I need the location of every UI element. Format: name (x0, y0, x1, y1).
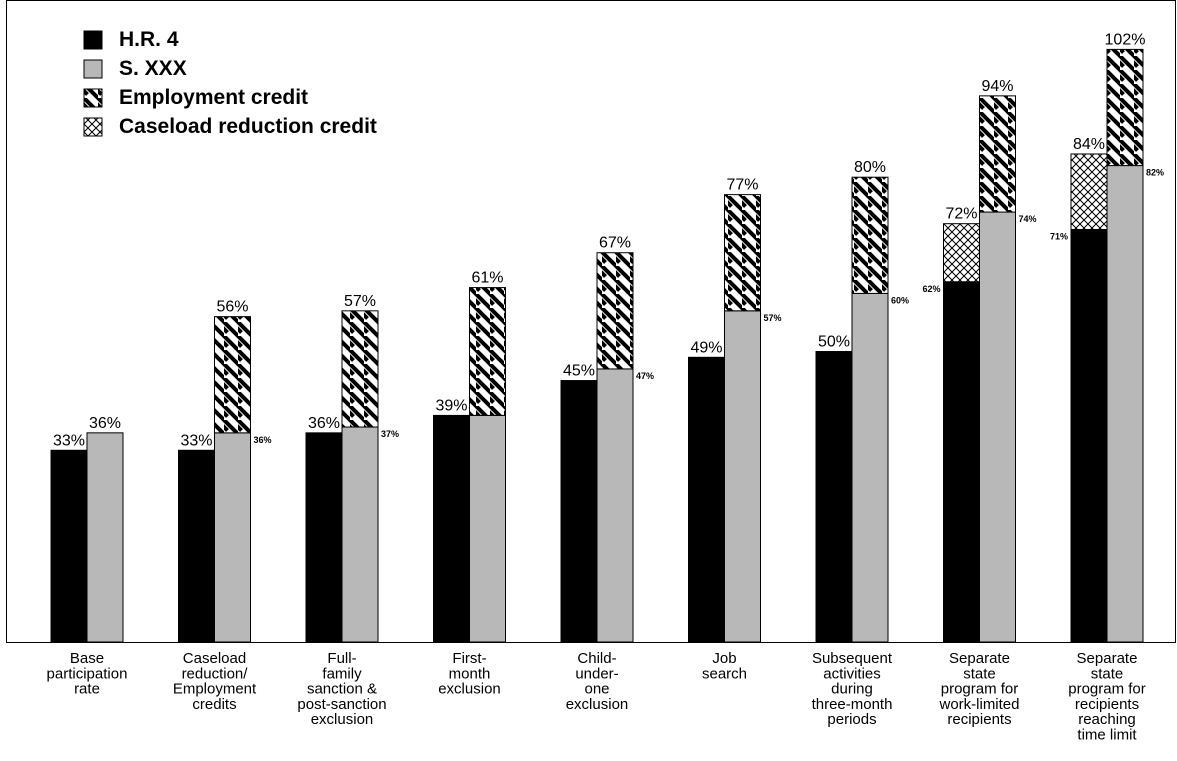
bar-sxxx-2 (341, 426, 379, 643)
x-tick-label-0: Base participation rate (47, 650, 128, 698)
bar-sxxx-employment-credit-3 (469, 287, 506, 416)
x-axis-labels: Base participation rate Caseload reduction/E… (47, 650, 1146, 744)
label-sxxx-total-7: 94% (981, 78, 1013, 95)
label-hr4-total-0: 33% (53, 432, 85, 449)
x-tick-label-1: Caseload reduction/Employment credits (173, 650, 257, 713)
label-sxxx-total-1: 56% (216, 299, 248, 316)
bar-sxxx-employment-credit-1 (214, 316, 251, 434)
bar-sxxx-employment-credit-8 (1106, 48, 1144, 167)
label-hr4-total-3: 39% (435, 397, 467, 414)
x-tick-label-7: Separate state program for work-limited reci… (938, 650, 1019, 728)
bar-sxxx-employment-credit-2 (341, 310, 379, 428)
label-hr4-base-7: 62% (922, 284, 940, 294)
label-sxxx-total-0: 36% (89, 415, 121, 432)
bar-sxxx-employment-credit-5 (724, 194, 761, 312)
labels-layer: 33%36%33%56%36%36%57%37%39%61%45%67%47%4… (53, 31, 1164, 449)
legend-swatch-3 (83, 117, 103, 137)
label-sxxx-total-2: 57% (344, 293, 376, 310)
label-sxxx-base-8: 82% (1146, 168, 1164, 178)
legend-label-1: S. XXX (119, 57, 187, 80)
bar-sxxx-8 (1106, 165, 1144, 643)
legend-swatch-1 (83, 59, 103, 79)
bar-sxxx-5 (724, 310, 761, 643)
bar-hr4-4 (560, 380, 598, 643)
label-hr4-total-8: 84% (1073, 136, 1105, 153)
bars-layer (50, 48, 1144, 643)
label-sxxx-total-5: 77% (726, 177, 758, 194)
bar-hr4-8 (1070, 228, 1108, 643)
bar-hr4-3 (433, 414, 470, 643)
bar-sxxx-employment-credit-6 (851, 176, 889, 294)
bar-sxxx-1 (214, 432, 251, 643)
bar-sxxx-0 (86, 432, 124, 643)
label-hr4-base-8: 71% (1050, 231, 1068, 241)
legend-label-0: H.R. 4 (119, 28, 179, 51)
label-hr4-total-4: 45% (563, 363, 595, 380)
legend-swatch-2 (83, 88, 103, 108)
label-sxxx-total-4: 67% (599, 235, 631, 252)
label-hr4-total-7: 72% (945, 206, 977, 223)
bar-sxxx-employment-credit-4 (596, 252, 634, 370)
label-hr4-total-2: 36% (308, 415, 340, 432)
x-tick-label-2: Full-family sanction & post-sanction exclus… (297, 650, 386, 728)
label-sxxx-total-8: 102% (1105, 31, 1146, 48)
label-sxxx-total-6: 80% (854, 159, 886, 176)
bar-sxxx-employment-credit-7 (979, 95, 1016, 213)
label-hr4-total-6: 50% (818, 334, 850, 351)
x-tick-label-5: Job search (702, 650, 747, 682)
label-sxxx-base-2: 37% (381, 429, 399, 439)
label-sxxx-base-6: 60% (891, 295, 909, 305)
bar-hr4-0 (50, 449, 88, 643)
label-sxxx-base-7: 74% (1019, 214, 1037, 224)
label-hr4-total-5: 49% (690, 339, 722, 356)
legend: H.R. 4 S. XXX Employment credit Caseload re… (83, 28, 377, 138)
bar-hr4-caseload-credit-7 (943, 223, 980, 283)
bar-sxxx-4 (596, 368, 634, 643)
label-sxxx-total-3: 61% (471, 270, 503, 287)
legend-swatch-0 (83, 30, 103, 50)
bar-hr4-6 (815, 351, 853, 643)
legend-label-2: Employment credit (119, 86, 308, 109)
bar-hr4-caseload-credit-8 (1070, 153, 1108, 230)
x-tick-label-6: Subsequent activities during three-month per… (812, 650, 893, 728)
x-tick-label-3: First-month exclusion (438, 650, 501, 698)
x-tick-label-4: Child-under-one exclusion (566, 650, 629, 713)
label-hr4-total-1: 33% (180, 432, 212, 449)
bar-sxxx-6 (851, 292, 889, 643)
x-tick-label-8: Separate state program for recipients reachi… (1068, 650, 1146, 744)
label-sxxx-base-4: 47% (636, 371, 654, 381)
bar-hr4-7 (943, 281, 980, 643)
bar-sxxx-3 (469, 414, 506, 643)
label-sxxx-base-5: 57% (764, 313, 782, 323)
bar-hr4-2 (305, 432, 343, 643)
legend-label-3: Caseload reduction credit (119, 115, 377, 138)
bar-hr4-1 (178, 449, 215, 643)
bar-sxxx-7 (979, 211, 1016, 643)
bar-hr4-5 (688, 356, 725, 643)
label-sxxx-base-1: 36% (254, 435, 272, 445)
